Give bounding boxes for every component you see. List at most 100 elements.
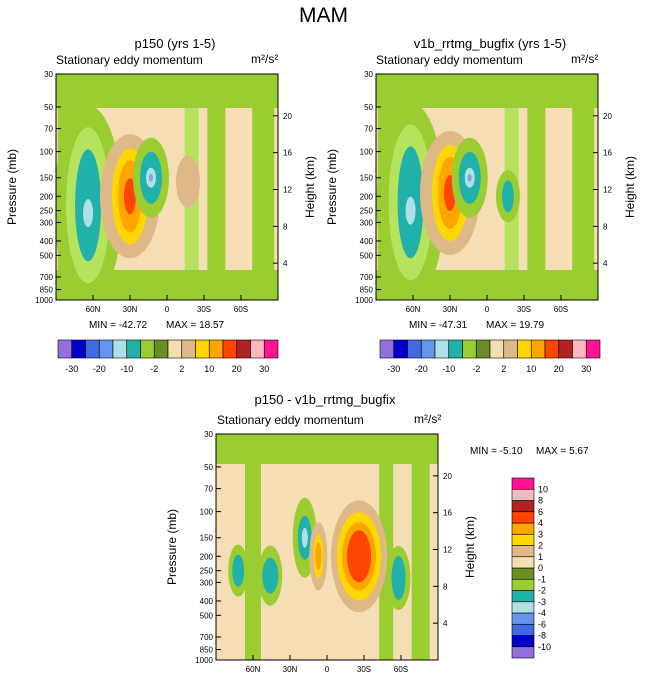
contour-band (411, 434, 430, 660)
p-tick-label: 300 (360, 218, 374, 227)
colorbar-swatch (71, 339, 86, 359)
colorbar-label: 30 (259, 364, 269, 374)
colorbar-swatch (250, 339, 265, 359)
colorbar-label: 10 (204, 364, 214, 374)
contour-blob (83, 199, 94, 228)
colorbar-label: -6 (538, 619, 546, 629)
colorbar-label: -30 (387, 364, 400, 374)
panel2-field (376, 74, 598, 300)
p-tick-label: 200 (200, 552, 214, 561)
p-tick-label: 850 (360, 286, 374, 295)
p-tick-label: 250 (360, 207, 374, 216)
colorbar-swatch (511, 646, 535, 659)
p-tick-label: 150 (360, 174, 374, 183)
colorbar-swatch (434, 339, 450, 359)
z-tick-label: 8 (283, 222, 288, 231)
y2-axis-label: Height (km) (463, 516, 477, 578)
z-tick-label: 8 (443, 582, 448, 591)
contour-band (245, 434, 261, 660)
panel1-subtitle: Stationary eddy momentum (56, 53, 203, 67)
contour-band (527, 74, 546, 300)
colorbar-swatch (181, 339, 196, 359)
colorbar-label: 30 (581, 364, 591, 374)
contour-blob (262, 557, 279, 594)
panel3-plot: 3050701001502002503004005007008501000481… (165, 430, 477, 674)
p-tick-label: 100 (40, 148, 54, 157)
p-tick-label: 700 (200, 633, 214, 642)
colorbar-swatch (511, 635, 535, 648)
p-tick-label: 850 (200, 646, 214, 655)
colorbar-label: -2 (538, 586, 546, 596)
colorbar-label: -20 (415, 364, 428, 374)
panel2-colorbar: -30 -20 -10 -2 2 10 20 30 (379, 339, 601, 374)
panel2-max: MAX = 19.79 (486, 320, 545, 331)
colorbar-label: -1 (538, 574, 546, 584)
panel3-subtitle: Stationary eddy momentum (217, 413, 364, 427)
colorbar-swatch (222, 339, 238, 359)
panel1-units: m²/s² (251, 52, 279, 66)
colorbar-label: -4 (538, 608, 546, 618)
p-tick-label: 70 (204, 485, 213, 494)
x-tick-label: 60N (86, 305, 101, 314)
panel2-plot: 3050701001502002503004005007008501000481… (325, 70, 637, 314)
z-tick-label: 16 (283, 149, 292, 158)
p-tick-label: 400 (200, 597, 214, 606)
colorbar-swatch (530, 339, 546, 359)
panel2-subtitle: Stationary eddy momentum (376, 53, 523, 67)
colorbar-swatch (85, 339, 100, 359)
y-axis-label: Pressure (mb) (325, 149, 339, 225)
panel2-units: m²/s² (571, 52, 599, 66)
contour-band-top (56, 74, 278, 108)
colorbar-swatch (407, 339, 422, 359)
p-tick-label: 400 (360, 237, 374, 246)
y2-axis-label: Height (km) (303, 156, 317, 218)
contour-band (572, 74, 595, 300)
colorbar-swatch (572, 339, 587, 359)
y-axis-label: Pressure (mb) (5, 149, 19, 225)
colorbar-label: 0 (538, 563, 543, 573)
colorbar-swatch (208, 339, 224, 359)
panel3-min: MIN = -5.10 (470, 446, 523, 457)
colorbar-label: 20 (232, 364, 242, 374)
panel1-plot: 3050701001502002503004005007008501000481… (5, 70, 317, 314)
p-tick-label: 100 (360, 148, 374, 157)
panel1-colorbar: -30 -20 -10 -2 2 10 20 30 (57, 339, 279, 374)
colorbar-label: -3 (538, 597, 546, 607)
x-tick-label: 60S (394, 665, 408, 674)
colorbar-label: 2 (538, 541, 543, 551)
colorbar-swatch (195, 339, 210, 359)
colorbar-swatch (462, 339, 477, 359)
p-tick-label: 700 (40, 273, 54, 282)
contour-blob (391, 555, 406, 600)
panel1-max: MAX = 18.57 (166, 320, 225, 331)
p-tick-label: 250 (200, 567, 214, 576)
panel2-min: MIN = -47.31 (409, 320, 468, 331)
contour-blob (124, 178, 136, 215)
contour-blob (175, 155, 200, 208)
x-tick-label: 60S (554, 305, 568, 314)
panel2-title: v1b_rrtmg_bugfix (yrs 1-5) (413, 36, 567, 51)
colorbar-swatch (57, 339, 73, 359)
p-tick-label: 1000 (195, 656, 213, 665)
colorbar-label: -10 (442, 364, 455, 374)
panel1-min: MIN = -42.72 (89, 320, 148, 331)
colorbar-swatch (511, 522, 535, 535)
colorbar-label: 20 (554, 364, 564, 374)
z-tick-label: 4 (283, 259, 288, 268)
contour-band-top (216, 434, 438, 464)
p-tick-label: 700 (360, 273, 374, 282)
panel1-title: p150 (yrs 1-5) (134, 36, 216, 51)
p-tick-label: 250 (40, 207, 54, 216)
p-tick-label: 70 (44, 125, 53, 134)
colorbar-label: 4 (538, 518, 543, 528)
colorbar-swatch (448, 339, 463, 359)
colorbar-swatch (420, 339, 436, 359)
p-tick-label: 50 (204, 463, 213, 472)
colorbar-label: -10 (538, 642, 551, 652)
contour-blob (501, 180, 514, 213)
colorbar-label: -30 (65, 364, 78, 374)
z-tick-label: 12 (443, 546, 452, 555)
z-tick-label: 8 (603, 222, 608, 231)
x-tick-label: 30S (357, 665, 371, 674)
